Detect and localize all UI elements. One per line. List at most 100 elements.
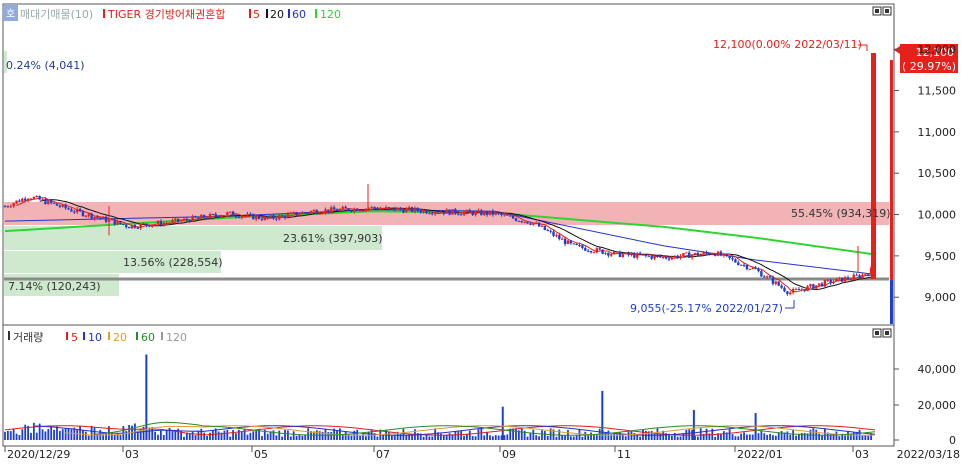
candle-body xyxy=(445,209,448,214)
volume-bar xyxy=(613,433,616,440)
volume-bar xyxy=(702,433,705,440)
candle-body xyxy=(653,255,656,259)
volume-bar xyxy=(194,435,197,440)
candle-body xyxy=(439,212,443,214)
candle-body xyxy=(688,252,691,258)
volume-bar xyxy=(252,431,255,440)
candle-body xyxy=(266,216,269,219)
volume-bar xyxy=(867,435,870,440)
volume-bar xyxy=(722,431,725,440)
candle-body xyxy=(604,252,607,254)
candle-body xyxy=(584,247,587,251)
candle-body xyxy=(226,212,229,216)
candle-body xyxy=(543,225,547,231)
volume-bar xyxy=(870,433,872,440)
candle-body xyxy=(165,222,168,224)
candle-body xyxy=(240,216,243,218)
candle-body xyxy=(537,222,541,227)
volume-bar xyxy=(203,432,206,440)
candle-body xyxy=(130,225,134,229)
candle-body xyxy=(191,216,194,222)
volume-bar xyxy=(269,431,272,440)
volume-bar xyxy=(278,430,281,440)
candle-body xyxy=(630,253,633,256)
candle-body xyxy=(32,196,36,199)
candle-body xyxy=(760,271,763,277)
candle-body xyxy=(373,206,376,209)
volume-bar xyxy=(263,429,266,440)
candle-body xyxy=(376,208,379,210)
volume-y-label-1: 20,000 xyxy=(918,399,957,412)
volume-bar xyxy=(266,433,269,440)
candle-body xyxy=(610,254,613,256)
volume-bar xyxy=(760,430,763,440)
candle-body xyxy=(179,220,183,222)
volume-bar xyxy=(486,431,489,440)
candle-body xyxy=(234,215,238,217)
candle-body xyxy=(815,285,818,289)
volume-bar xyxy=(471,436,474,440)
volume-bar xyxy=(708,433,711,440)
candle-body xyxy=(81,211,85,217)
candle-body xyxy=(581,245,584,248)
volume-panel-maximize-icon[interactable] xyxy=(872,328,882,338)
candle-body xyxy=(849,279,853,281)
candle-body xyxy=(413,207,417,212)
volume-bar xyxy=(174,430,177,440)
volume-bar xyxy=(388,431,390,440)
candle-body xyxy=(99,217,102,219)
price-y-label: 12,000 xyxy=(918,43,957,56)
candle-body xyxy=(312,210,316,212)
volume-bar xyxy=(32,422,35,440)
candle-body xyxy=(431,213,434,215)
volume-bar xyxy=(780,431,783,440)
volume-bar xyxy=(128,424,131,440)
candle-body xyxy=(332,207,336,210)
candle-body xyxy=(338,208,342,211)
volume-bar xyxy=(56,426,58,440)
candle-body xyxy=(462,212,466,215)
candle-body xyxy=(638,253,642,255)
price-panel-close-icon[interactable] xyxy=(882,6,892,16)
candle-body xyxy=(497,212,500,214)
candle-body xyxy=(405,208,408,213)
volume-bar xyxy=(321,431,324,440)
legend-prefix: 매대기매물(10) xyxy=(20,8,93,21)
volume-panel-close-icon[interactable] xyxy=(882,328,892,338)
candle-body xyxy=(367,208,370,210)
candle-body xyxy=(794,289,798,291)
volume-bar xyxy=(139,428,142,440)
volume-legend-ma120-marker xyxy=(161,332,163,340)
candle-body xyxy=(659,255,662,258)
candle-body xyxy=(468,209,471,212)
volume-bar xyxy=(90,425,93,440)
candle-body xyxy=(693,252,697,255)
volume-panel-maximize-glyph xyxy=(875,331,879,335)
volume-bar xyxy=(313,431,315,440)
volume-bar xyxy=(229,436,232,440)
volume-bar xyxy=(12,428,15,440)
volume-bar xyxy=(748,434,751,440)
volume-bar xyxy=(275,435,278,440)
volume-bar xyxy=(159,430,162,440)
price-y-label: 11,500 xyxy=(918,85,957,98)
candle-body xyxy=(361,210,365,212)
candle-body xyxy=(171,220,174,223)
volume-bar xyxy=(696,436,699,440)
candle-body xyxy=(217,215,220,218)
volume-bar xyxy=(826,432,829,440)
volume-bar xyxy=(295,435,298,440)
current-change: ( 29.97%) xyxy=(902,60,956,73)
x-label-1: 03 xyxy=(125,448,139,461)
candle-body xyxy=(823,280,827,287)
volume-bar xyxy=(463,435,465,440)
volume-bar xyxy=(119,435,122,440)
volume-bar xyxy=(419,433,422,440)
candle-body xyxy=(745,265,749,270)
volume-bar xyxy=(555,436,558,440)
candle-body xyxy=(356,208,359,212)
candle-body xyxy=(771,277,775,284)
volume-bar xyxy=(442,435,445,440)
volume-bar xyxy=(520,428,523,440)
price-panel-maximize-icon[interactable] xyxy=(872,6,882,16)
